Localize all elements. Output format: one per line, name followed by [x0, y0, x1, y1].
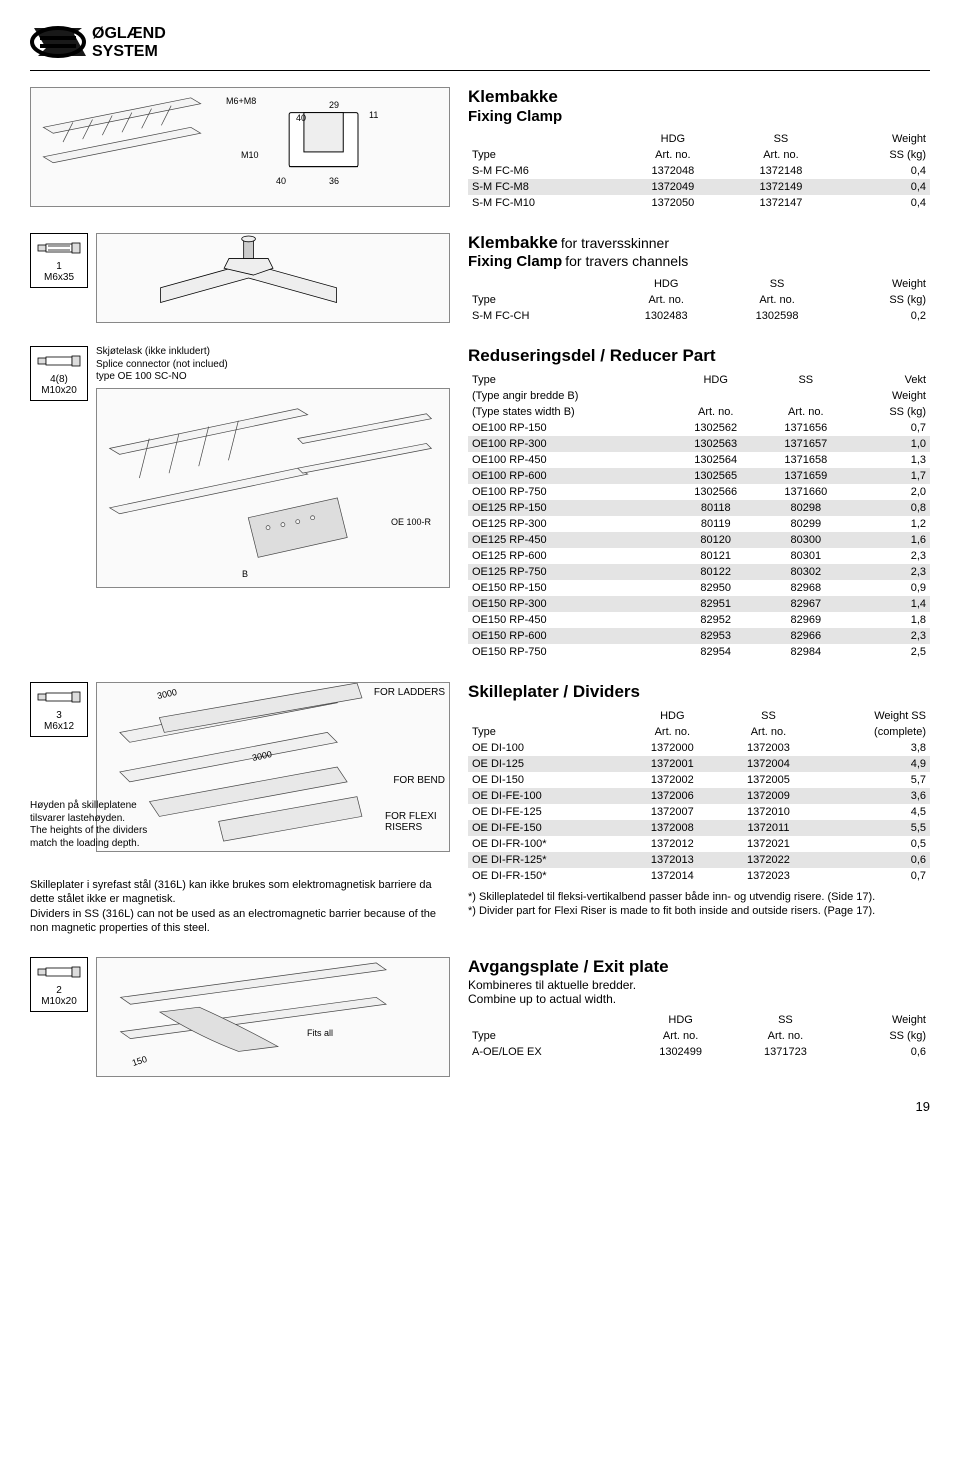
- height-note: Høyden på skilleplatene tilsvarer lasteh…: [30, 800, 170, 850]
- sec1-title-no: Klembakke: [468, 87, 930, 107]
- th-weight: Weight: [835, 131, 930, 147]
- table-row: OE150 RP-60082953829662,3: [468, 628, 930, 644]
- sec1-title-en: Fixing Clamp: [468, 108, 930, 125]
- table-row: OE125 RP-75080122803022,3: [468, 564, 930, 580]
- label-fits-all: Fits all: [307, 1028, 333, 1038]
- bolt5-size: M10x20: [34, 996, 84, 1007]
- table-row: S-M FC-M6137204813721480,4: [468, 163, 930, 179]
- section-exit-plate: 2 M10x20 150 Fits all Avgangsplate / Exi…: [30, 957, 930, 1077]
- dim-36: 36: [329, 176, 339, 186]
- bolt-box-1: 1 M6x35: [30, 233, 88, 288]
- section-fixing-clamp-travers: 1 M6x35 Klembakke for traversskinner Fix…: [30, 233, 930, 324]
- section-reducer: 4(8) M10x20 Skjøtelask (ikke inkludert) …: [30, 346, 930, 660]
- table-row: OE DI-FR-100*137201213720210,5: [468, 836, 930, 852]
- section-dividers: 3 M6x12 3000 3000 FOR LADDERS: [30, 682, 930, 935]
- table-row: OE DI-125137200113720044,9: [468, 756, 930, 772]
- sec5-table: HDG SS Weight Type Art. no. Art. no. SS …: [468, 1012, 930, 1060]
- oglaend-logo: ØGLÆND SYSTEM: [30, 20, 205, 64]
- table-row: OE100 RP-600130256513716591,7: [468, 468, 930, 484]
- sec4-table: HDG SS Weight SS Type Art. no. Art. no. …: [468, 708, 930, 884]
- table-row: S-M FC-CH130248313025980,2: [468, 308, 930, 324]
- th-artno2: Art. no.: [727, 147, 835, 163]
- table-row: OE100 RP-750130256613716602,0: [468, 484, 930, 500]
- svg-text:SYSTEM: SYSTEM: [92, 43, 158, 60]
- sec3-title: Reduseringsdel / Reducer Part: [468, 346, 930, 366]
- label-m6m8: M6+M8: [226, 96, 256, 106]
- sec2-title-no: Klembakke for traversskinner: [468, 233, 930, 253]
- table-row: OE DI-100137200013720033,8: [468, 740, 930, 756]
- label-for-bend: FOR BEND: [393, 775, 445, 786]
- bolt3-count: 4(8): [34, 374, 84, 385]
- bolt4-size: M6x12: [34, 721, 84, 732]
- table-row: OE125 RP-45080120803001,6: [468, 532, 930, 548]
- bolt1-count: 1: [34, 261, 84, 272]
- dim-40a: 40: [296, 113, 306, 123]
- sec4-footnote: *) Skilleplatedel til fleksi-vertikalben…: [468, 890, 930, 919]
- bolt1-size: M6x35: [34, 272, 84, 283]
- table-row: OE DI-FE-150137200813720115,5: [468, 820, 930, 836]
- th-artno1: Art. no.: [619, 147, 727, 163]
- table-row: OE DI-FR-150*137201413720230,7: [468, 868, 930, 884]
- splice-note: Skjøtelask (ikke inkludert) Splice conne…: [96, 346, 450, 384]
- bolt-box-2: 2 M10x20: [30, 957, 88, 1012]
- bolt4-count: 3: [34, 710, 84, 721]
- table-row: OE DI-FE-125137200713720104,5: [468, 804, 930, 820]
- table-row: OE100 RP-300130256313716571,0: [468, 436, 930, 452]
- bolt-box-4-8: 4(8) M10x20: [30, 346, 88, 401]
- table-row: OE150 RP-30082951829671,4: [468, 596, 930, 612]
- dim-40b: 40: [276, 176, 286, 186]
- table-row: OE125 RP-15080118802980,8: [468, 500, 930, 516]
- sec4-title: Skilleplater / Dividers: [468, 682, 930, 702]
- th-hdg: HDG: [619, 131, 727, 147]
- sec5-sub-no: Kombineres til aktuelle bredder.: [468, 978, 930, 992]
- svg-text:ØGLÆND: ØGLÆND: [92, 25, 166, 42]
- table-row: OE150 RP-45082952829691,8: [468, 612, 930, 628]
- bolt-box-3: 3 M6x12: [30, 682, 88, 737]
- table-row: OE150 RP-75082954829842,5: [468, 644, 930, 660]
- bolt3-size: M10x20: [34, 385, 84, 396]
- label-m10: M10: [241, 150, 259, 160]
- table-row: S-M FC-M10137205013721470,4: [468, 195, 930, 211]
- section-fixing-clamp: M6+M8 M10 29 11 40 40 36 Klembakke Fixin…: [30, 87, 930, 211]
- diagram-travers-clamp: [96, 233, 450, 323]
- ss-note: Skilleplater i syrefast stål (316L) kan …: [30, 878, 450, 935]
- diagram-exit-plate: 150 Fits all: [96, 957, 450, 1077]
- label-for-ladders: FOR LADDERS: [374, 687, 445, 698]
- diagram-reducer: OE 100-R B: [96, 388, 450, 588]
- page-number: 19: [30, 1099, 930, 1114]
- table-row: OE DI-FR-125*137201313720220,6: [468, 852, 930, 868]
- table-row: OE125 RP-60080121803012,3: [468, 548, 930, 564]
- page-header: ØGLÆND SYSTEM: [30, 20, 930, 71]
- sec5-title: Avgangsplate / Exit plate: [468, 957, 930, 977]
- table-row: OE150 RP-15082950829680,9: [468, 580, 930, 596]
- th-type: Type: [468, 147, 619, 163]
- label-for-flexi: FOR FLEXI RISERS: [385, 811, 445, 833]
- dim-29: 29: [329, 100, 339, 110]
- sec3-table: Type HDG SS Vekt (Type angir bredde B) W…: [468, 372, 930, 660]
- bolt5-count: 2: [34, 985, 84, 996]
- dim-11: 11: [369, 110, 378, 120]
- sec2-table: HDG SS Weight Type Art. no. Art. no. SS …: [468, 276, 930, 324]
- table-row: OE DI-150137200213720055,7: [468, 772, 930, 788]
- th-ss: SS: [727, 131, 835, 147]
- th-sskg: SS (kg): [835, 147, 930, 163]
- sec1-table: HDG SS Weight Type Art. no. Art. no. SS …: [468, 131, 930, 211]
- label-oe100r: OE 100-R: [391, 517, 431, 527]
- table-row: OE125 RP-30080119802991,2: [468, 516, 930, 532]
- sec5-sub-en: Combine up to actual width.: [468, 992, 930, 1006]
- table-row: S-M FC-M8137204913721490,4: [468, 179, 930, 195]
- table-row: OE DI-FE-100137200613720093,6: [468, 788, 930, 804]
- sec2-title-en: Fixing Clamp for travers channels: [468, 253, 930, 270]
- diagram-fixing-clamp: M6+M8 M10 29 11 40 40 36: [30, 87, 450, 207]
- table-row: OE100 RP-450130256413716581,3: [468, 452, 930, 468]
- table-row: A-OE/LOE EX130249913717230,6: [468, 1044, 930, 1060]
- table-row: OE100 RP-150130256213716560,7: [468, 420, 930, 436]
- label-b: B: [242, 569, 248, 579]
